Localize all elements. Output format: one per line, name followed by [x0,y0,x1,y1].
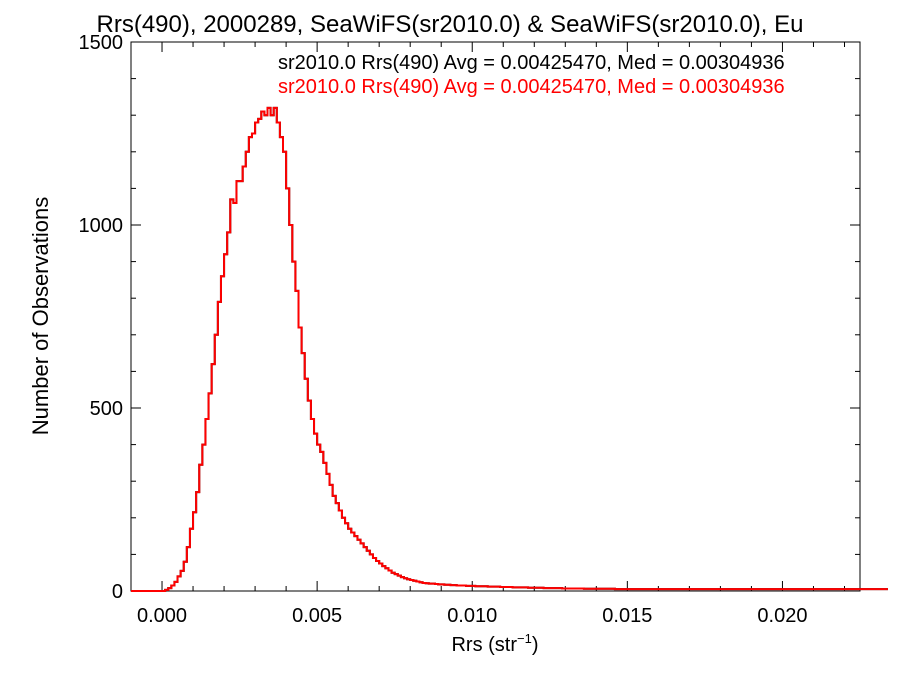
x-tick-label: 0.015 [602,605,652,627]
y-tick-label: 0 [112,581,123,603]
legend-entry-red: sr2010.0 Rrs(490) Avg = 0.00425470, Med … [278,76,785,98]
y-tick-label: 1500 [79,32,124,54]
x-tick-label: 0.005 [292,605,342,627]
x-tick-label: 0.010 [447,605,497,627]
plot-frame [130,41,861,592]
x-axis: 0.000 0.005 0.010 0.015 0.020 [137,42,845,627]
y-axis-label: Number of Observations [28,197,53,435]
histogram-line-black [131,106,888,592]
x-tick-label: 0.000 [137,605,187,627]
y-tick-label: 1000 [79,215,124,237]
legend-entry-black: sr2010.0 Rrs(490) Avg = 0.00425470, Med … [278,52,785,74]
y-tick-label: 500 [90,398,123,420]
y-axis: 0 500 1000 1500 [79,32,860,603]
histogram-line-red [131,106,888,592]
x-axis-label-superscript: −1 [517,631,532,646]
x-axis-label: Rrs (str−1) [451,631,538,656]
x-tick-label: 0.020 [757,605,807,627]
chart-title: Rrs(490), 2000289, SeaWiFS(sr2010.0) & S… [97,11,804,38]
series-layer [131,106,888,592]
